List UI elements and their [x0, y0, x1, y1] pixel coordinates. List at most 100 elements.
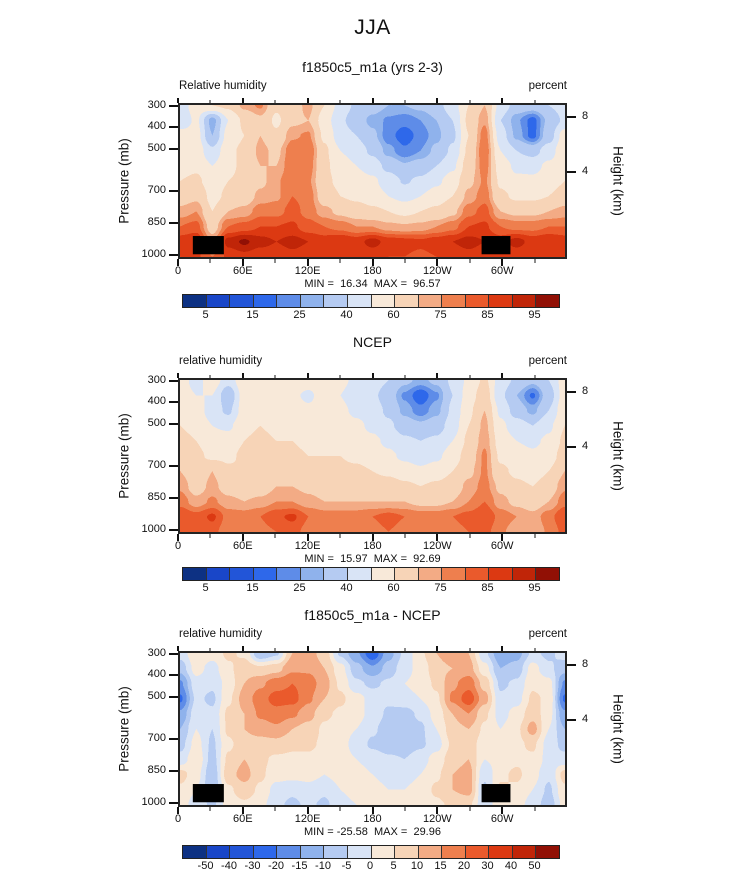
x-tick-label: 60E — [233, 265, 253, 277]
pressure-tick — [169, 770, 178, 773]
colorbar-box — [324, 846, 348, 858]
pressure-tick — [169, 401, 178, 404]
colorbar-tick-label: 25 — [293, 582, 306, 594]
pressure-tick — [169, 465, 178, 468]
colorbar-box — [418, 846, 443, 858]
x-major-tick-top — [177, 646, 179, 651]
pressure-tick-label: 400 — [147, 668, 166, 681]
pressure-tick-label: 300 — [147, 373, 166, 386]
colorbar-box — [300, 846, 325, 858]
colorbar-box — [206, 568, 231, 580]
x-tick-label: 180 — [363, 540, 382, 552]
pressure-tick-label: 500 — [147, 689, 166, 702]
colorbar-box — [347, 846, 372, 858]
colorbar-tick-label: -50 — [197, 860, 214, 872]
x-minor-tick-top — [274, 375, 277, 378]
x-major-tick — [306, 259, 309, 266]
x-minor-tick — [468, 259, 471, 263]
x-minor-tick-top — [468, 648, 471, 651]
colorbar-tick-label: -20 — [268, 860, 284, 872]
heatmap-canvas — [180, 105, 565, 257]
panel-model: f1850c5_m1a (yrs 2-3) Relative humidity … — [0, 50, 733, 335]
pressure-tick-label: 850 — [147, 216, 166, 229]
pressure-tick-label: 500 — [147, 141, 166, 154]
x-major-tick — [241, 807, 244, 814]
x-minor-tick-top — [209, 100, 212, 103]
colorbar-box — [230, 568, 254, 580]
colorbar-box — [465, 846, 490, 858]
x-minor-tick — [209, 807, 212, 811]
height-axis-label: Height (km) — [610, 421, 626, 491]
colorbar-box — [183, 846, 207, 858]
colorbar-box — [324, 295, 348, 307]
height-tick — [567, 718, 576, 721]
colorbar-box — [277, 846, 301, 858]
panel-difference: f1850c5_m1a - NCEP relative humidity per… — [0, 598, 733, 883]
x-minor-tick — [533, 259, 536, 263]
height-tick-label: 8 — [582, 110, 589, 123]
height-tick-label: 4 — [582, 439, 589, 452]
x-major-tick — [177, 534, 179, 541]
colorbar-tick-label: -10 — [315, 860, 331, 872]
colorbar-tick-label: 15 — [246, 582, 259, 594]
x-minor-tick — [468, 534, 471, 538]
x-minor-tick — [209, 534, 212, 538]
x-minor-tick — [533, 534, 536, 538]
colorbar-tick-label: 5 — [390, 860, 397, 872]
plot-area — [178, 378, 567, 534]
units-label: percent — [528, 355, 567, 367]
x-major-tick — [371, 807, 374, 814]
x-tick-label: 120E — [294, 813, 321, 825]
colorbar-box — [442, 568, 466, 580]
x-minor-tick-top — [468, 100, 471, 103]
panel-title: f1850c5_m1a (yrs 2-3) — [302, 59, 443, 75]
x-minor-tick — [274, 807, 277, 811]
x-major-tick-top — [436, 373, 439, 378]
pressure-tick — [169, 652, 178, 655]
pressure-tick — [169, 190, 178, 193]
x-major-tick-top — [436, 98, 439, 103]
colorbar-tick-label: 40 — [340, 309, 353, 321]
x-tick-label: 180 — [363, 813, 382, 825]
colorbar-box — [300, 568, 325, 580]
colorbar-box — [183, 568, 207, 580]
colorbar-tick-label: 20 — [457, 860, 471, 872]
main-title: JJA — [354, 16, 391, 39]
x-major-tick-top — [371, 646, 374, 651]
pressure-tick — [169, 253, 178, 256]
height-tick-label: 8 — [582, 385, 589, 398]
colorbar-tick-label: 60 — [387, 582, 400, 594]
x-major-tick — [306, 534, 309, 541]
pressure-tick — [169, 126, 178, 129]
colorbar-tick-label: 85 — [481, 309, 494, 321]
x-major-tick — [241, 259, 244, 266]
x-tick-label: 0 — [174, 540, 182, 552]
x-minor-tick-top — [533, 375, 536, 378]
colorbar-tick-label: -30 — [244, 860, 261, 872]
pressure-tick-label: 700 — [147, 459, 166, 472]
colorbar-box — [489, 846, 513, 858]
x-major-tick-top — [371, 373, 374, 378]
x-minor-tick-top — [339, 100, 342, 103]
minmax-label: MIN = 16.34 MAX = 96.57 — [304, 278, 441, 290]
x-tick-label: 60W — [490, 540, 514, 552]
x-tick-label: 60W — [490, 813, 514, 825]
colorbar-box — [465, 295, 490, 307]
colorbar-box — [371, 846, 396, 858]
units-label: percent — [528, 80, 567, 92]
x-major-tick — [371, 534, 374, 541]
colorbar-box — [347, 295, 372, 307]
x-major-tick — [177, 259, 179, 266]
colorbar-tick-label: 75 — [434, 309, 447, 321]
x-tick-label: 60W — [490, 265, 514, 277]
pressure-tick-label: 700 — [147, 732, 166, 745]
units-label: percent — [528, 628, 567, 640]
colorbar-box — [277, 295, 301, 307]
x-minor-tick-top — [533, 648, 536, 651]
x-major-tick — [436, 534, 439, 541]
x-minor-tick — [339, 807, 342, 811]
pressure-tick-label: 850 — [147, 764, 166, 777]
pressure-tick — [169, 738, 178, 741]
x-major-tick — [241, 534, 244, 541]
